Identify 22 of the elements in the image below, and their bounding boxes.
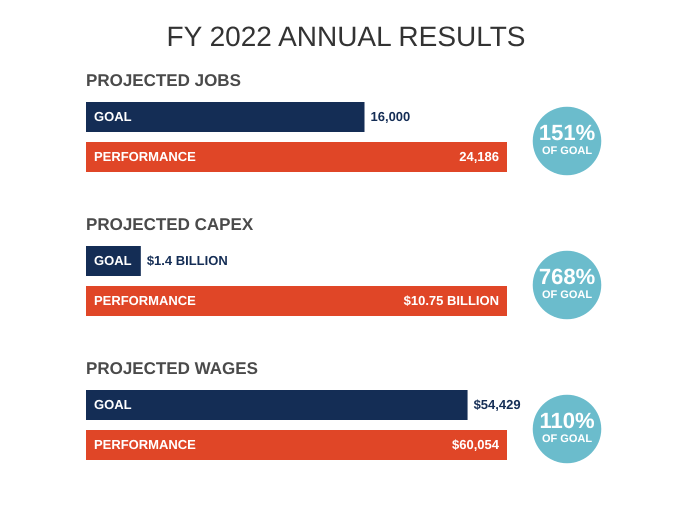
chart-title: FY 2022 ANNUAL RESULTS bbox=[166, 21, 526, 52]
text: 110% bbox=[539, 408, 595, 433]
data-label: $10.75 BILLION bbox=[404, 293, 499, 308]
y-tick-label: PERFORMANCE bbox=[94, 293, 196, 308]
data-label: 24,186 bbox=[459, 149, 499, 164]
text: OF GOAL bbox=[542, 145, 592, 157]
text: OF GOAL bbox=[542, 289, 592, 301]
y-tick-label: PERFORMANCE bbox=[94, 149, 196, 164]
data-label: $60,054 bbox=[452, 437, 500, 452]
text: 768% bbox=[538, 264, 596, 289]
y-tick-label: GOAL bbox=[94, 397, 132, 412]
data-label: 16,000 bbox=[370, 109, 410, 124]
text: OF GOAL bbox=[542, 433, 592, 445]
y-tick-label: PERFORMANCE bbox=[94, 437, 196, 452]
chart-subtitle: PROJECTED JOBS bbox=[86, 71, 241, 90]
text: 151% bbox=[538, 120, 596, 145]
chart-subtitle: PROJECTED CAPEX bbox=[86, 215, 254, 234]
chart-subtitle: PROJECTED WAGES bbox=[86, 359, 258, 378]
data-label: $54,429 bbox=[474, 397, 521, 412]
y-tick-label: GOAL bbox=[94, 253, 132, 268]
y-tick-label: GOAL bbox=[94, 109, 132, 124]
data-label: $1.4 BILLION bbox=[146, 253, 228, 268]
